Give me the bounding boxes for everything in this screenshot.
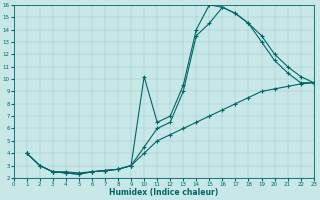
X-axis label: Humidex (Indice chaleur): Humidex (Indice chaleur) (109, 188, 218, 197)
